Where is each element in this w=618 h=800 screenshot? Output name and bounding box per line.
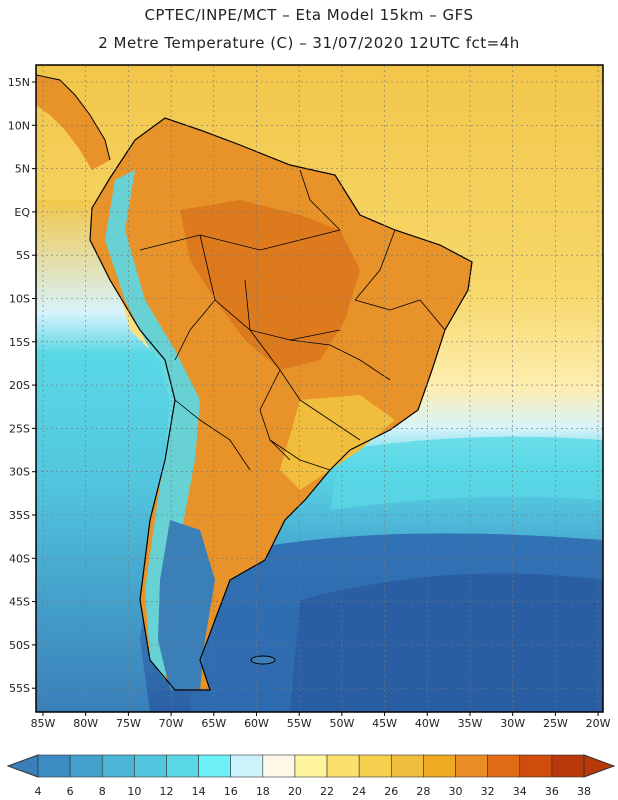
lon-label: 20W (586, 717, 611, 730)
lat-label: 5S (16, 249, 30, 262)
lat-label: 25S (9, 422, 30, 435)
lon-label: 60W (244, 717, 269, 730)
colorbar-swatch (487, 754, 521, 778)
atlantic-cyan-band (330, 436, 603, 510)
colorbar-label: 6 (67, 785, 74, 798)
map-area (36, 65, 603, 712)
patagonia-cold (158, 520, 215, 690)
map-frame (35, 64, 604, 713)
colorbar-swatch (101, 754, 135, 778)
colorbar-label: 38 (577, 785, 591, 798)
colorbar-swatch (423, 754, 456, 778)
colorbar-label: 30 (449, 785, 463, 798)
lat-label: EQ (14, 206, 30, 219)
falkland-islands (250, 655, 276, 665)
country-borders (139, 169, 446, 471)
colorbar-swatch (262, 754, 296, 778)
colorbar-swatch (390, 754, 424, 778)
lon-label: 50W (329, 717, 354, 730)
colorbar (6, 754, 616, 778)
colorbar-left-arrow (6, 754, 39, 778)
colorbar-label: 4 (35, 785, 42, 798)
colorbar-label: 14 (192, 785, 206, 798)
lon-label: 25W (543, 717, 568, 730)
lon-label: 45W (372, 717, 397, 730)
lon-label: 80W (73, 717, 98, 730)
colorbar-swatch (134, 754, 167, 778)
colorbar-swatch (230, 754, 264, 778)
latitude-labels: 15N 10N 5N EQ 5S 10S 15S 20S 25S 30S 35S 40S 45S 50S 5… (8, 76, 36, 695)
lat-label: 5N (15, 163, 30, 176)
colorbar-label: 18 (256, 785, 270, 798)
pacific-ocean-field (36, 200, 170, 712)
lon-label: 85W (31, 717, 56, 730)
map-title-line1: CPTEC/INPE/MCT – Eta Model 15km – GFS (144, 6, 474, 24)
lat-label: 15S (9, 336, 30, 349)
colorbar-swatch (358, 754, 392, 778)
lon-label: 30W (500, 717, 525, 730)
colorbar-label: 20 (288, 785, 302, 798)
colorbar-label: 16 (224, 785, 238, 798)
colorbar-label: 22 (320, 785, 334, 798)
colorbar-swatch (69, 754, 103, 778)
colorbar-label: 32 (481, 785, 495, 798)
colorbar-swatch (37, 754, 71, 778)
central-america-land (36, 75, 110, 170)
lon-label: 65W (201, 717, 226, 730)
colorbar-label: 10 (127, 785, 141, 798)
lat-label: 55S (9, 682, 30, 695)
lat-label: 10S (9, 293, 30, 306)
lon-label: 40W (415, 717, 440, 730)
lat-label: 40S (9, 552, 30, 565)
longitude-labels: 85W 80W 75W 70W 65W 60W 55W 50W 45W 40W 35W 30W 25W 2… (31, 712, 611, 730)
lat-label: 50S (9, 639, 30, 652)
lon-label: 55W (287, 717, 312, 730)
south-atlantic-coldest-band (290, 573, 603, 712)
colorbar-label: 8 (99, 785, 106, 798)
southern-brazil-zone (280, 395, 395, 490)
lon-label: 75W (116, 717, 141, 730)
colorbar-label: 34 (513, 785, 527, 798)
lat-label: 45S (9, 596, 30, 609)
colorbar-label: 36 (545, 785, 559, 798)
colorbar-swatch (166, 754, 199, 778)
colorbar-label: 24 (352, 785, 366, 798)
colorbar-swatch (519, 754, 553, 778)
colorbar-swatch (551, 754, 585, 778)
central-america-coast (36, 74, 111, 161)
amazon-hot-zone (180, 200, 360, 370)
lat-label: 20S (9, 379, 30, 392)
lat-label: 10N (8, 119, 30, 132)
colorbar-right-arrow (583, 754, 616, 778)
lon-label: 35W (458, 717, 483, 730)
lat-label: 15N (8, 76, 30, 89)
colorbar-label: 12 (159, 785, 173, 798)
lon-label: 70W (159, 717, 184, 730)
colorbar-swatch (294, 754, 328, 778)
lat-label: 35S (9, 509, 30, 522)
colorbar-swatch (455, 754, 488, 778)
colorbar-labels: 4 6 8 10 12 14 16 18 20 22 24 26 28 30 32 34 36 38 (35, 785, 592, 798)
lat-label: 30S (9, 466, 30, 479)
colorbar-swatch (326, 754, 360, 778)
colorbar-label: 26 (384, 785, 398, 798)
colorbar-swatch (198, 754, 232, 778)
colorbar-label: 28 (416, 785, 430, 798)
map-title-line2: 2 Metre Temperature (C) – 31/07/2020 12U… (98, 34, 520, 52)
